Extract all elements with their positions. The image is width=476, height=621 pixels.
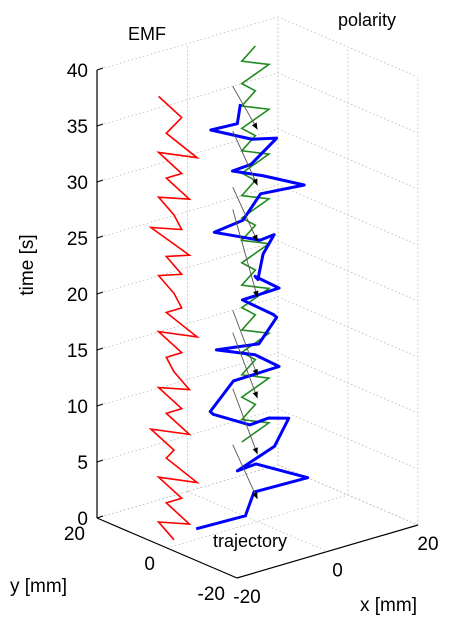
z-tick-label: 30 bbox=[67, 173, 88, 194]
annotation-arrow bbox=[232, 332, 258, 399]
z-tick-label: 15 bbox=[67, 341, 88, 362]
annotation-arrow bbox=[232, 130, 258, 186]
trajectory-annotation: trajectory bbox=[213, 531, 287, 551]
x-tick-label: -20 bbox=[233, 587, 260, 608]
emf-annotation: EMF bbox=[128, 24, 166, 44]
z-grid-line bbox=[96, 352, 419, 414]
annotation-arrow bbox=[232, 388, 258, 455]
y-tick-labels: 20 0 -20 bbox=[64, 524, 225, 605]
z-tick-label: 40 bbox=[67, 61, 88, 82]
z-tick-mark bbox=[96, 403, 104, 407]
x-tick-labels: -20 0 20 bbox=[233, 534, 438, 608]
axes-box bbox=[96, 70, 419, 579]
z-tick-mark bbox=[96, 179, 104, 183]
x-tick-label: 20 bbox=[417, 534, 438, 555]
z-tick-label: 20 bbox=[67, 285, 88, 306]
y-axis-label: y [mm] bbox=[10, 576, 67, 597]
annotation-arrowhead bbox=[252, 447, 258, 455]
annotation-arrowhead bbox=[252, 234, 258, 242]
y-tick-label: 0 bbox=[144, 554, 155, 575]
z-tick-label: 25 bbox=[67, 229, 88, 250]
z-tick-mark bbox=[96, 459, 104, 463]
x-tick-label: 0 bbox=[332, 561, 343, 582]
z-grid-line bbox=[96, 464, 419, 526]
floor-grid-x bbox=[187, 491, 328, 552]
z-tick-label: 5 bbox=[77, 453, 88, 474]
z-tick-mark bbox=[96, 123, 104, 127]
annotation-arrow bbox=[232, 209, 258, 298]
annotation-arrow bbox=[232, 86, 258, 130]
floor-grid-y bbox=[96, 464, 279, 519]
annotation-arrowhead bbox=[252, 391, 258, 399]
z-tick-mark bbox=[96, 67, 104, 71]
z-tick-label: 0 bbox=[77, 509, 88, 530]
z-tick-labels: 0 5 10 15 20 25 30 35 40 bbox=[67, 61, 104, 530]
z-grid-line bbox=[96, 16, 419, 78]
trajectory-series-line bbox=[195, 103, 310, 531]
x-axis-line bbox=[236, 524, 419, 579]
grid-lines bbox=[96, 16, 419, 579]
z-grid-line bbox=[96, 408, 419, 470]
z-grid-line bbox=[96, 184, 419, 246]
annotation-arrowhead bbox=[253, 290, 259, 298]
annotation-arrowhead bbox=[252, 492, 258, 500]
annotation-arrowhead bbox=[252, 368, 258, 376]
z-grid-line bbox=[96, 72, 419, 134]
polarity-series-line bbox=[240, 45, 272, 443]
data-series bbox=[148, 45, 310, 541]
annotation-arrow bbox=[232, 310, 258, 377]
z-tick-label: 35 bbox=[67, 117, 88, 138]
z-tick-mark bbox=[96, 347, 104, 351]
annotation-arrowhead bbox=[251, 122, 258, 130]
floor-grid-y bbox=[166, 494, 349, 549]
emf-series-line bbox=[148, 95, 200, 541]
z-tick-mark bbox=[96, 515, 104, 519]
annotation-arrowhead bbox=[252, 178, 258, 186]
annotation-arrow bbox=[232, 186, 258, 242]
y-tick-label: 20 bbox=[64, 524, 85, 545]
z-tick-mark bbox=[96, 291, 104, 295]
z-tick-label: 10 bbox=[67, 397, 88, 418]
polarity-annotation: polarity bbox=[338, 10, 396, 30]
annotation-arrows bbox=[232, 86, 259, 500]
z-axis-label: time [s] bbox=[17, 234, 38, 295]
y-tick-label: -20 bbox=[198, 584, 225, 605]
x-axis-label: x [mm] bbox=[360, 595, 417, 616]
z-tick-mark bbox=[96, 235, 104, 239]
annotation-arrow bbox=[232, 444, 258, 500]
y-axis-line bbox=[96, 517, 238, 579]
